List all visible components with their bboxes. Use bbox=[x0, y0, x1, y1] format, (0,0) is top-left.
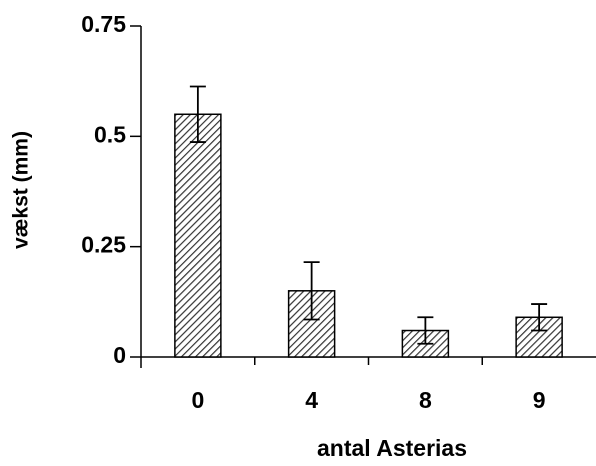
error-bar bbox=[303, 261, 320, 321]
y-tick-label: 0.25 bbox=[81, 232, 126, 258]
y-tick-label: 0.75 bbox=[81, 11, 126, 37]
bar bbox=[174, 113, 222, 358]
y-tick-label: 0.5 bbox=[94, 121, 126, 147]
y-tick-label: 0 bbox=[113, 342, 126, 368]
x-axis-title: antal Asterias bbox=[317, 435, 467, 461]
error-bar bbox=[531, 303, 548, 332]
x-tick-label: 8 bbox=[419, 387, 432, 413]
error-bar bbox=[417, 316, 434, 345]
x-tick-label: 9 bbox=[533, 387, 546, 413]
y-axis-title: vækst (mm) bbox=[10, 131, 33, 249]
x-tick-label: 4 bbox=[305, 387, 318, 413]
error-bar bbox=[189, 85, 206, 143]
x-tick-label: 0 bbox=[191, 387, 204, 413]
